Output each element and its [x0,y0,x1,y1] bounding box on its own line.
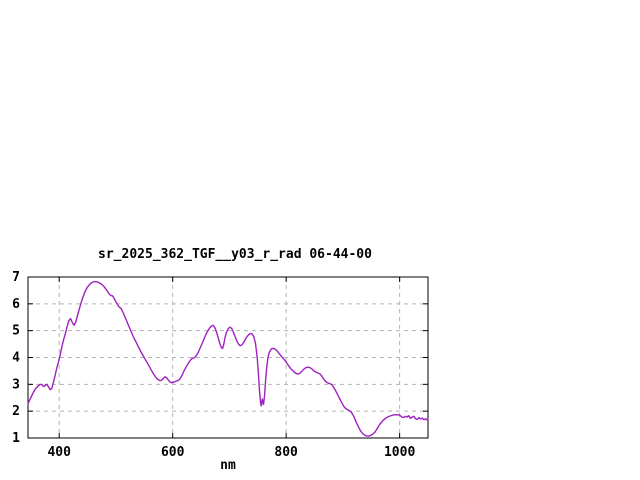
y-tick-label: 2 [12,404,20,419]
y-tick-label: 5 [12,324,20,339]
y-tick-label: 1 [12,431,20,446]
x-tick-label: 800 [274,445,298,460]
x-axis-title: nm [220,458,236,473]
y-tick-label: 4 [12,351,20,366]
y-tick-label: 6 [12,297,20,312]
chart-title: sr_2025_362_TGF__y03_r_rad 06-44-00 [98,247,372,262]
x-tick-label: 400 [47,445,71,460]
spectrum-line [27,280,429,437]
x-tick-label: 600 [161,445,185,460]
x-tick-label: 1000 [384,445,415,460]
y-tick-label: 7 [12,270,20,285]
y-tick-label: 3 [12,377,20,392]
